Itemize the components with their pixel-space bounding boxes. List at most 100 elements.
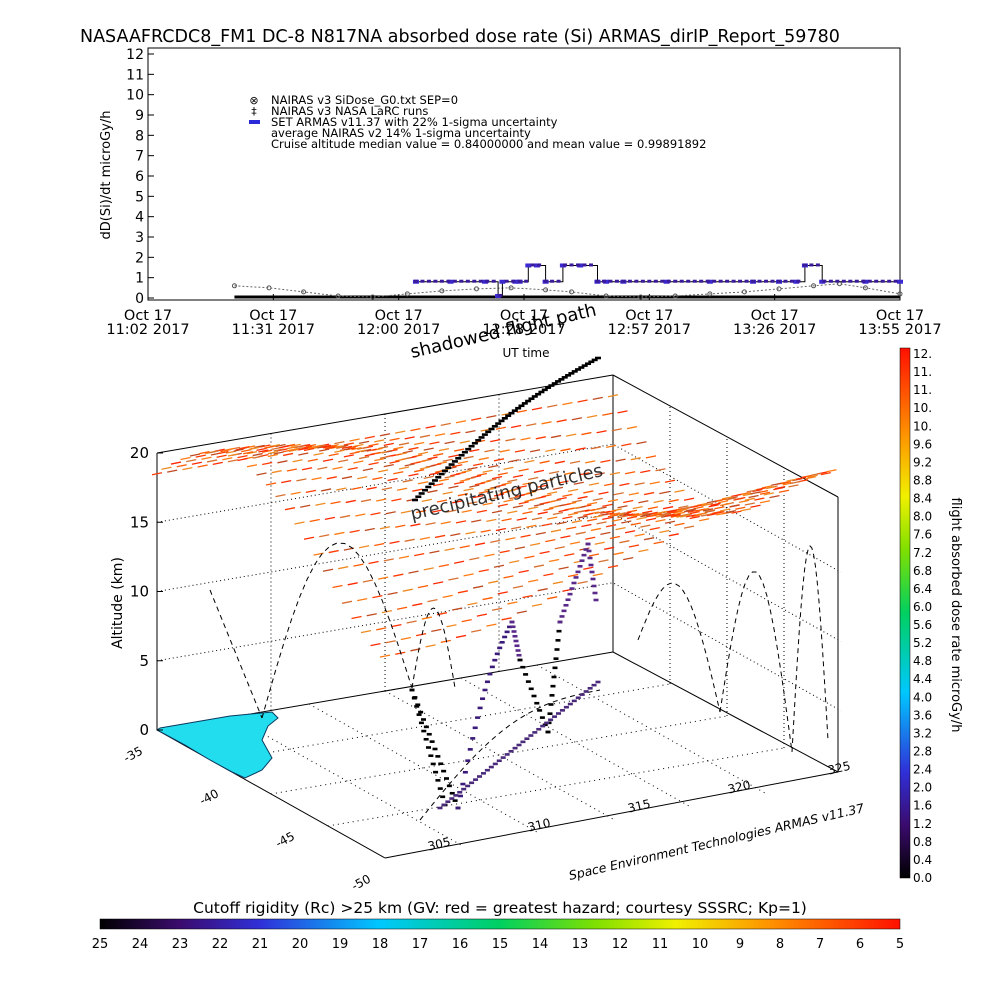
particle-dash xyxy=(353,460,364,464)
series-armas-segment xyxy=(861,279,866,283)
particle-dash xyxy=(341,445,353,450)
particle-dash xyxy=(368,443,379,447)
ground-track-point xyxy=(488,765,494,769)
particle-dash xyxy=(440,422,451,427)
particle-dash xyxy=(602,503,613,507)
particle-dash xyxy=(429,472,440,476)
particle-dash xyxy=(486,623,497,627)
particle-dash xyxy=(617,515,628,519)
particle-dash xyxy=(433,483,444,487)
particle-dash xyxy=(290,443,301,447)
particle-dash xyxy=(377,576,389,580)
series-armas-segment xyxy=(640,279,645,283)
colorbar-gradient xyxy=(99,918,901,930)
particle-dash xyxy=(191,461,203,465)
particle-dash xyxy=(497,591,508,595)
series-nairas-point xyxy=(569,289,575,295)
ground-track-point xyxy=(457,790,463,794)
particle-dash xyxy=(674,522,685,527)
particle-dash xyxy=(585,460,596,464)
particle-dash xyxy=(319,534,330,538)
flight-path-point xyxy=(553,657,559,660)
series-nairas-point xyxy=(508,285,514,291)
series-nairas-line xyxy=(234,283,901,298)
flight-path-point xyxy=(590,577,596,581)
particle-dash xyxy=(334,449,345,453)
particle-dash xyxy=(642,513,653,517)
flight-path-point xyxy=(537,709,543,712)
series-armas-segment xyxy=(822,279,827,283)
particle-dash xyxy=(208,450,220,454)
particle-dash xyxy=(505,537,516,541)
series-nairas-point xyxy=(862,285,868,291)
particle-dash xyxy=(351,446,362,451)
particle-dash xyxy=(358,545,370,549)
particle-dash xyxy=(444,440,455,445)
particle-dash xyxy=(332,584,343,589)
y-axis-label: dD(Si)/dt microGy/h xyxy=(99,111,114,240)
particle-dash xyxy=(484,449,495,453)
grid-line xyxy=(213,683,671,763)
shadowed-path-point xyxy=(541,388,548,392)
page-title: NASAAFRCDC8_FM1 DC-8 N817NA absorbed dos… xyxy=(80,27,840,47)
flight-path-point xyxy=(437,787,443,790)
particle-dash xyxy=(524,498,535,503)
particle-dash xyxy=(189,453,201,457)
particle-dash xyxy=(396,606,408,610)
series-nairas-point xyxy=(776,286,782,292)
y-tick-label: 4 xyxy=(135,210,144,226)
particle-dash xyxy=(621,443,632,447)
particle-dash xyxy=(370,642,381,647)
y-tick-label: 8 xyxy=(135,128,144,144)
particle-dash xyxy=(412,602,423,607)
series-nairas-point xyxy=(603,293,609,299)
particle-dash xyxy=(467,501,478,505)
particle-dash xyxy=(607,499,619,503)
particle-dash xyxy=(731,493,742,498)
particle-dash xyxy=(721,496,733,500)
series-armas-segment xyxy=(647,279,652,283)
flight-path-point xyxy=(433,770,439,774)
particle-dash xyxy=(535,531,546,536)
series-armas-segment xyxy=(880,279,885,283)
flight-path-point xyxy=(583,548,589,551)
particle-dash xyxy=(351,486,362,491)
shadowed-path-point xyxy=(501,416,508,420)
particle-dash xyxy=(685,508,697,512)
x-tick-label-time: 11:02 2017 xyxy=(106,322,189,338)
series-armas-segment xyxy=(530,263,535,267)
particle-dash xyxy=(558,480,569,484)
particle-dash xyxy=(670,513,681,517)
particle-dash xyxy=(324,516,336,521)
particle-dash xyxy=(695,512,706,516)
particle-dash xyxy=(490,539,501,544)
particle-dash xyxy=(651,513,662,517)
flight-path-point xyxy=(523,673,529,676)
series-armas-point xyxy=(577,263,584,268)
annotation-precipitating-particles: precipitating particles xyxy=(408,460,604,525)
particle-dash xyxy=(759,500,771,504)
x-tick-label-date: Oct 17 xyxy=(876,308,924,324)
particle-dash xyxy=(548,505,560,509)
flight-path-point xyxy=(421,718,426,721)
particle-dash xyxy=(681,506,693,510)
particle-dash xyxy=(790,480,801,485)
flight-path-point xyxy=(460,782,466,786)
series-armas-segment xyxy=(731,279,736,283)
credit-label: Space Environment Technologies ARMAS v11… xyxy=(567,800,865,883)
colorbar-tick-label: 5.6 xyxy=(913,618,932,632)
particle-dash xyxy=(452,607,463,611)
particle-dash xyxy=(522,481,533,486)
series-armas-segment xyxy=(815,263,820,267)
shadowed-path-point xyxy=(412,498,418,502)
particle-dash xyxy=(552,581,564,585)
particle-dash xyxy=(376,498,387,502)
particle-dash xyxy=(324,446,336,450)
flight-path-point xyxy=(467,748,473,751)
particle-dash xyxy=(391,624,402,628)
ground-track-point xyxy=(532,731,538,734)
particle-dash xyxy=(423,447,434,451)
particle-dash xyxy=(355,513,366,517)
particle-dash xyxy=(486,518,497,522)
colorbar-tick-label: 6.8 xyxy=(913,564,932,578)
